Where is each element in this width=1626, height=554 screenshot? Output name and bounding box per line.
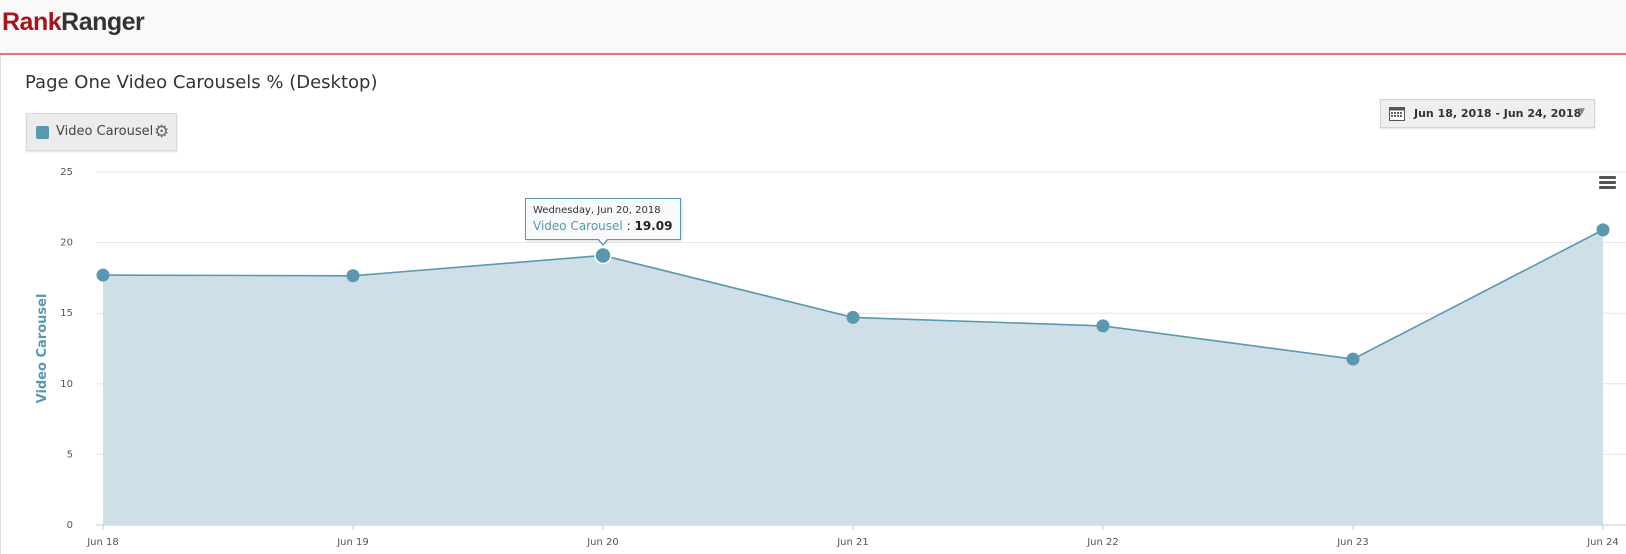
x-tick-label: Jun 22: [1086, 537, 1119, 548]
caret-down-icon: ▼: [1578, 107, 1585, 117]
tooltip-pointer: [597, 238, 610, 247]
data-point-marker: [1596, 223, 1610, 237]
tooltip-series-name: Video Carousel: [533, 219, 623, 234]
x-tick-label: Jun 20: [586, 537, 619, 548]
y-tick-label: 10: [60, 379, 73, 390]
y-tick-label: 5: [67, 449, 73, 460]
y-tick-label: 20: [60, 238, 73, 249]
top-header: RankRanger: [0, 0, 1626, 55]
hamburger-menu-icon[interactable]: [1599, 176, 1616, 190]
y-tick-label: 15: [60, 308, 73, 319]
x-tick-label: Jun 23: [1336, 537, 1369, 548]
legend-label: Video Carousel: [56, 124, 154, 139]
x-tick-label: Jun 24: [1586, 537, 1619, 548]
date-range-picker[interactable]: Jun 18, 2018 - Jun 24, 2018 ▼: [1380, 99, 1595, 128]
data-point-marker: [594, 246, 612, 265]
logo-ranger-text: Ranger: [61, 8, 145, 36]
panel-left-border: [0, 55, 1, 554]
legend-color-swatch: [36, 126, 49, 139]
data-point-marker: [96, 268, 110, 282]
tooltip-date: Wednesday, Jun 20, 2018: [533, 205, 661, 217]
y-tick-label: 0: [67, 520, 73, 531]
data-tooltip: Wednesday, Jun 20, 2018 Video Carousel :…: [525, 198, 682, 247]
date-range-text: Jun 18, 2018 - Jun 24, 2018: [1414, 107, 1582, 120]
data-point-marker: [346, 269, 360, 283]
chart-title: Page One Video Carousels % (Desktop): [25, 72, 378, 93]
x-tick-label: Jun 18: [86, 537, 119, 548]
data-point-marker: [1096, 319, 1110, 333]
data-point-marker: [1346, 352, 1360, 366]
x-tick-label: Jun 19: [336, 537, 369, 548]
y-axis-title: Video Carousel: [35, 294, 50, 404]
x-tick-label: Jun 21: [836, 537, 869, 548]
logo-rank-text: Rank: [2, 8, 62, 36]
rankranger-logo[interactable]: RankRanger: [2, 8, 145, 37]
y-tick-label: 25: [60, 167, 73, 178]
tooltip-series-line: Video Carousel : 19.09: [533, 219, 672, 233]
legend-series-toggle[interactable]: Video Carousel ⚙: [26, 113, 177, 151]
data-point-marker: [846, 310, 860, 324]
tooltip-separator: :: [626, 219, 631, 234]
tooltip-value: 19.09: [634, 219, 673, 234]
series-area-fill: [103, 229, 1603, 525]
calendar-icon: [1389, 107, 1405, 121]
gear-icon[interactable]: ⚙: [154, 122, 170, 142]
